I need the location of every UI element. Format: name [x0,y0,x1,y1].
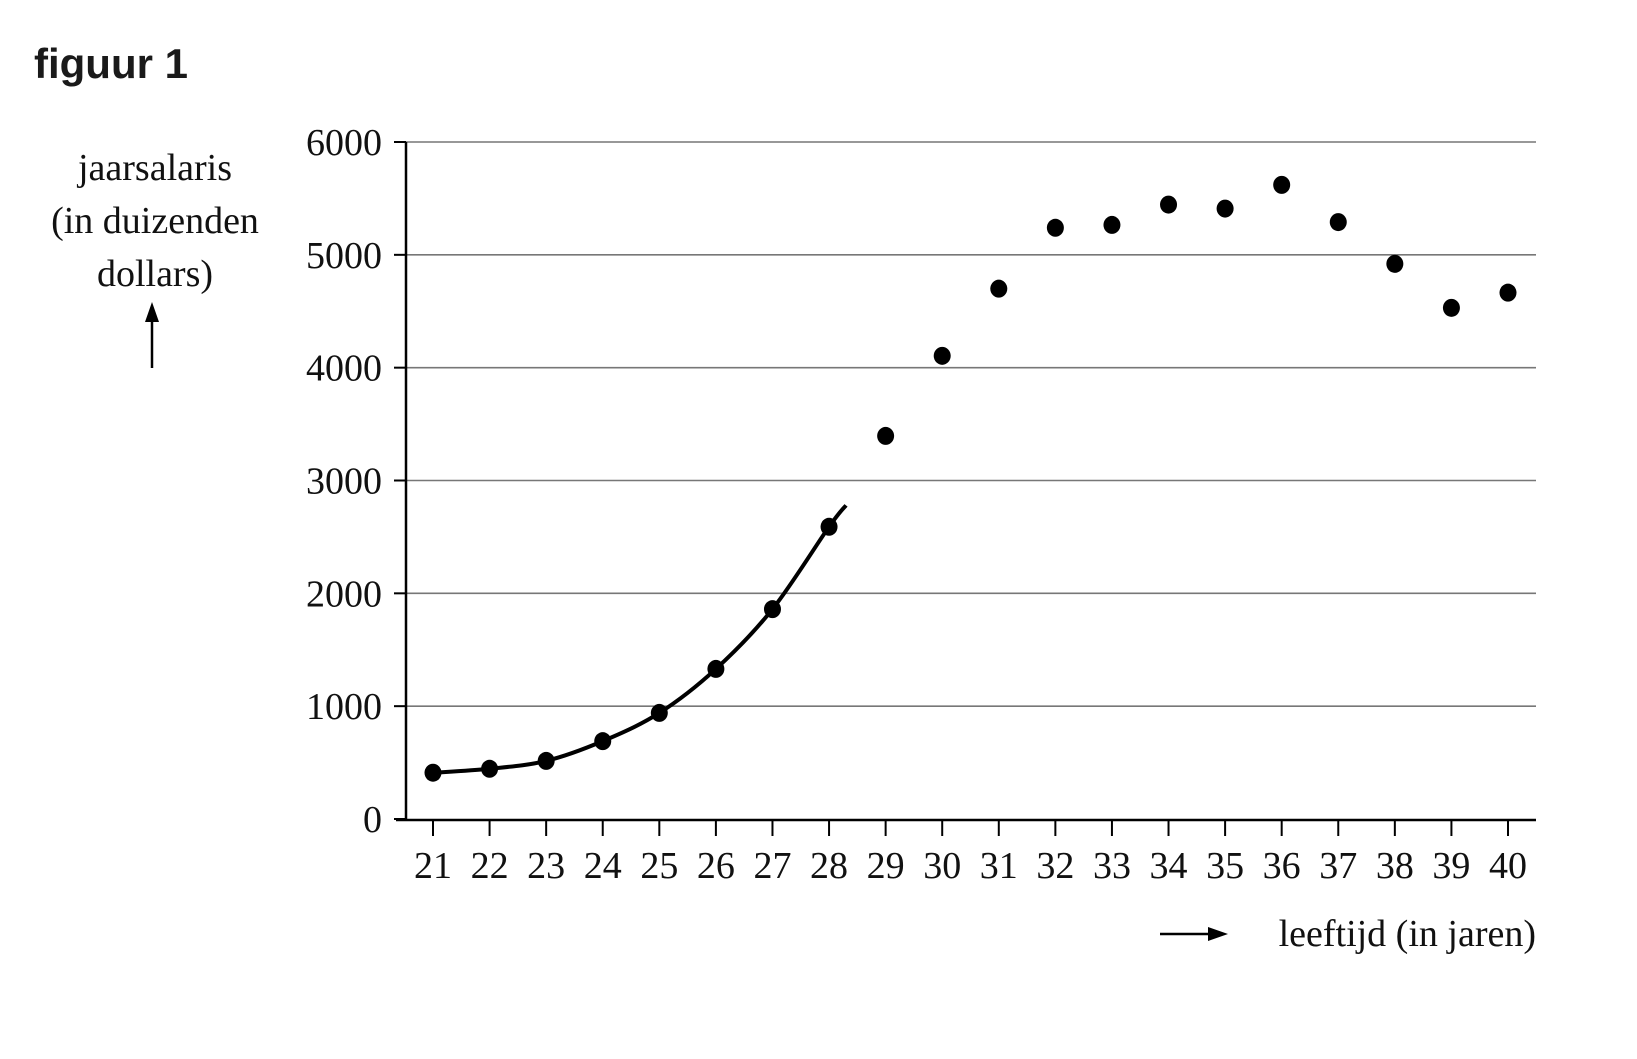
data-point [594,732,612,751]
x-tick-label: 23 [527,845,565,887]
x-tick-label: 24 [584,845,622,887]
y-axis-label-line-2: (in duizenden [51,200,259,242]
x-tick-label: 25 [640,845,678,887]
x-tick-label: 30 [923,845,961,887]
x-ticks: 21 22 23 24 25 26 27 28 29 30 31 32 33 34 35 36 37 38 39 40 [414,821,1527,887]
y-axis-label-line-1: jaarsalaris [77,147,233,189]
data-point [933,346,951,365]
data-point [1273,175,1291,194]
y-tick-label: 5000 [306,235,382,277]
y-tick-label: 4000 [306,348,382,390]
x-tick-label: 37 [1319,845,1357,887]
x-axis-label: leeftijd (in jaren) [1279,913,1536,955]
data-point [1160,195,1178,214]
data-points [424,175,1517,782]
data-point [1499,283,1517,302]
data-point [820,517,838,536]
x-tick-label: 26 [697,845,735,887]
data-point [1103,215,1121,234]
data-point [707,659,725,678]
data-point [1216,199,1234,218]
x-tick-label: 33 [1093,845,1131,887]
x-tick-label: 29 [867,845,905,887]
data-point [1046,218,1064,237]
data-point [877,426,895,445]
data-point [990,279,1008,298]
y-tick-label: 0 [363,799,382,841]
data-point [763,600,781,619]
x-tick-label: 32 [1036,845,1074,887]
x-tick-label: 36 [1263,845,1301,887]
gridlines [406,141,1536,707]
x-tick-label: 31 [980,845,1018,887]
y-tick-label: 1000 [306,686,382,728]
x-tick-label: 35 [1206,845,1244,887]
x-tick-label: 38 [1376,845,1414,887]
data-point [650,703,668,722]
y-tick-label: 2000 [306,573,382,615]
figure-title: figuur 1 [34,40,188,87]
x-tick-label: 40 [1489,845,1527,887]
data-point [481,759,499,778]
y-axis-label: jaarsalaris (in duizenden dollars) [20,142,290,301]
data-point [1329,213,1347,232]
data-point [1386,254,1404,273]
data-point [424,763,442,782]
data-point [1442,298,1460,317]
x-tick-label: 22 [471,845,509,887]
x-tick-label: 39 [1432,845,1470,887]
y-axis-label-line-3: dollars) [96,253,214,295]
y-ticks: 0 1000 2000 3000 4000 5000 6000 [306,122,406,841]
x-tick-label: 21 [414,845,452,887]
x-tick-label: 27 [753,845,791,887]
fit-curve [432,504,848,775]
data-point [537,751,555,770]
x-tick-label: 28 [810,845,848,887]
y-tick-label: 6000 [306,122,382,164]
x-tick-label: 34 [1150,845,1188,887]
x-axis-arrow-icon [1160,927,1228,941]
y-tick-label: 3000 [306,461,382,503]
y-axis-arrow-icon [145,302,159,368]
